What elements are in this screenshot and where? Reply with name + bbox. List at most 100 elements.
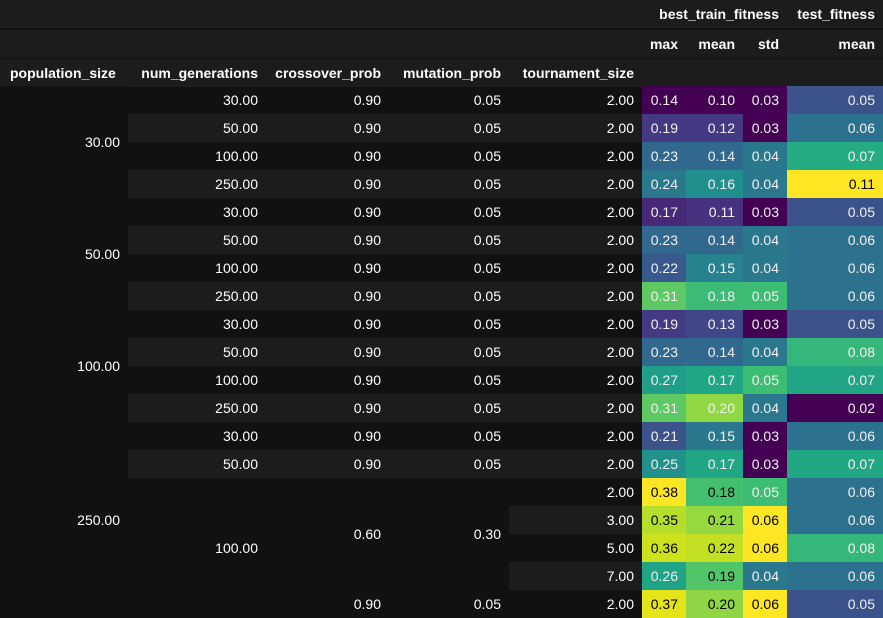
cell-crossover-prob: 0.90 (353, 260, 381, 276)
table-row: 3.00 0.35 0.21 0.06 0.06 (0, 506, 883, 534)
header-row-index-names: population_size num_generations crossove… (0, 59, 883, 87)
cell-tournament-size: 2.00 (606, 148, 634, 164)
cell-test-mean: 0.06 (787, 506, 883, 534)
cell-train-mean: 0.19 (686, 562, 743, 590)
cell-train-std: 0.06 (743, 534, 787, 562)
cell-test-mean: 0.06 (787, 422, 883, 450)
header-tournament-size: tournament_size (522, 65, 634, 81)
cell-test-mean: 0.05 (787, 198, 883, 226)
table-row: 30.00 0.90 0.05 2.00 0.19 0.13 0.03 0.05 (0, 310, 883, 338)
cell-train-max: 0.36 (642, 534, 686, 562)
cell-train-mean: 0.14 (686, 338, 743, 366)
span-num-generations: 100.00 (215, 540, 258, 556)
population-size-group: 30.00 (84, 134, 120, 150)
cell-crossover-prob: 0.90 (353, 596, 381, 612)
cell-train-max: 0.37 (642, 590, 686, 618)
cell-num-generations: 30.00 (222, 204, 258, 220)
cell-test-mean: 0.11 (787, 170, 883, 198)
table-row: 250.00 0.90 0.05 2.00 0.31 0.20 0.04 0.02 (0, 394, 883, 422)
cell-train-max: 0.22 (642, 254, 686, 282)
cell-mutation-prob: 0.05 (473, 148, 501, 164)
cell-mutation-prob: 0.05 (473, 120, 501, 136)
cell-train-std: 0.04 (743, 142, 787, 170)
cell-train-mean: 0.12 (686, 114, 743, 142)
cell-crossover-prob: 0.90 (353, 400, 381, 416)
header-crossover-prob: crossover_prob (275, 65, 381, 81)
cell-mutation-prob: 0.05 (473, 232, 501, 248)
cell-mutation-prob: 0.05 (473, 288, 501, 304)
cell-train-max: 0.21 (642, 422, 686, 450)
cell-train-mean: 0.17 (686, 450, 743, 478)
cell-mutation-prob: 0.05 (473, 400, 501, 416)
cell-train-mean: 0.14 (686, 142, 743, 170)
cell-test-mean: 0.06 (787, 282, 883, 310)
header-test-fitness: test_fitness (797, 6, 875, 22)
header-row-groups: best_train_fitness test_fitness (0, 0, 883, 28)
cell-crossover-prob: 0.90 (353, 204, 381, 220)
cell-train-std: 0.05 (743, 478, 787, 506)
header-mutation-prob: mutation_prob (403, 65, 501, 81)
cell-tournament-size: 2.00 (606, 204, 634, 220)
cell-train-max: 0.31 (642, 282, 686, 310)
cell-tournament-size: 2.00 (606, 120, 634, 136)
table-row: 250.00 0.90 0.05 2.00 0.24 0.16 0.04 0.11 (0, 170, 883, 198)
cell-num-generations: 100.00 (215, 372, 258, 388)
cell-mutation-prob: 0.05 (473, 344, 501, 360)
cell-train-std: 0.04 (743, 338, 787, 366)
cell-train-max: 0.38 (642, 478, 686, 506)
cell-train-std: 0.03 (743, 86, 787, 114)
cell-train-std: 0.05 (743, 366, 787, 394)
table-row: 100.00 0.90 0.05 2.00 0.23 0.14 0.04 0.07 (0, 142, 883, 170)
cell-tournament-size: 2.00 (606, 400, 634, 416)
cell-train-std: 0.03 (743, 198, 787, 226)
cell-tournament-size: 2.00 (606, 176, 634, 192)
header-row-stats: max mean std mean (0, 30, 883, 58)
cell-train-mean: 0.11 (686, 198, 743, 226)
cell-crossover-prob: 0.90 (353, 316, 381, 332)
cell-tournament-size: 2.00 (606, 484, 634, 500)
cell-num-generations: 250.00 (215, 288, 258, 304)
cell-num-generations: 50.00 (222, 456, 258, 472)
cell-num-generations: 30.00 (222, 428, 258, 444)
cell-test-mean: 0.02 (787, 394, 883, 422)
cell-train-std: 0.03 (743, 310, 787, 338)
cell-crossover-prob: 0.90 (353, 120, 381, 136)
cell-crossover-prob: 0.90 (353, 372, 381, 388)
table-row: 30.00 0.90 0.05 2.00 0.21 0.15 0.03 0.06 (0, 422, 883, 450)
cell-test-mean: 0.05 (787, 590, 883, 618)
table-row: 7.00 0.26 0.19 0.04 0.06 (0, 562, 883, 590)
cell-train-max: 0.35 (642, 506, 686, 534)
cell-train-mean: 0.15 (686, 422, 743, 450)
cell-train-mean: 0.18 (686, 282, 743, 310)
header-population-size: population_size (10, 65, 116, 81)
cell-train-std: 0.04 (743, 562, 787, 590)
cell-test-mean: 0.06 (787, 562, 883, 590)
table-row: 30.00 0.90 0.05 2.00 0.14 0.10 0.03 0.05 (0, 86, 883, 114)
cell-tournament-size: 2.00 (606, 92, 634, 108)
cell-mutation-prob: 0.05 (473, 456, 501, 472)
cell-train-mean: 0.17 (686, 366, 743, 394)
cell-crossover-prob: 0.90 (353, 428, 381, 444)
cell-train-max: 0.24 (642, 170, 686, 198)
cell-train-max: 0.25 (642, 450, 686, 478)
cell-crossover-prob: 0.90 (353, 344, 381, 360)
table-row: 100.00 0.90 0.05 2.00 0.27 0.17 0.05 0.07 (0, 366, 883, 394)
cell-tournament-size: 2.00 (606, 232, 634, 248)
cell-tournament-size: 2.00 (606, 260, 634, 276)
population-size-group: 250.00 (77, 512, 120, 528)
cell-mutation-prob: 0.05 (473, 316, 501, 332)
header-train-mean: mean (698, 36, 735, 52)
cell-train-mean: 0.20 (686, 590, 743, 618)
span-crossover-prob: 0.60 (353, 526, 381, 542)
cell-train-mean: 0.14 (686, 226, 743, 254)
header-train-std: std (758, 36, 779, 52)
cell-crossover-prob: 0.90 (353, 456, 381, 472)
cell-num-generations: 100.00 (215, 148, 258, 164)
cell-crossover-prob: 0.90 (353, 148, 381, 164)
table-row: 100.00 0.90 0.05 2.00 0.22 0.15 0.04 0.06 (0, 254, 883, 282)
cell-crossover-prob: 0.90 (353, 176, 381, 192)
cell-train-std: 0.03 (743, 114, 787, 142)
cell-mutation-prob: 0.05 (473, 204, 501, 220)
cell-num-generations: 100.00 (215, 260, 258, 276)
